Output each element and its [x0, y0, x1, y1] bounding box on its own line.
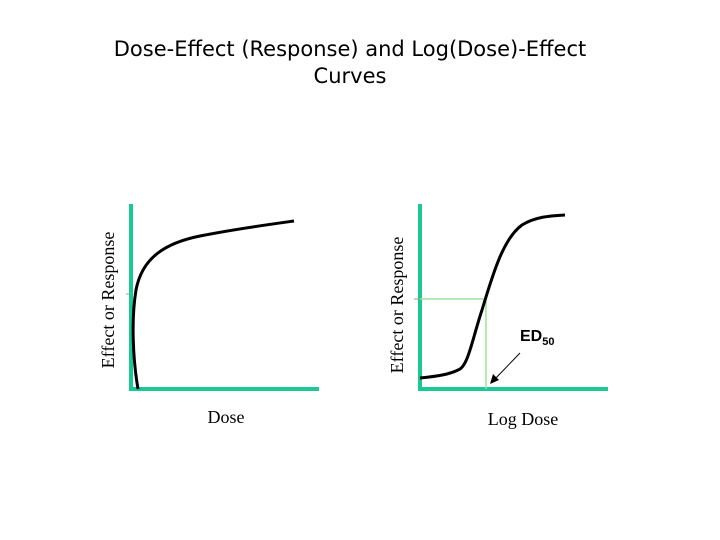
left-x-axis-label: Dose [208, 407, 245, 427]
log-dose-effect-curve [419, 213, 566, 380]
title-line-1: Dose-Effect (Response) and Log(Dose)-Eff… [113, 37, 587, 61]
title-line-2: Curves [313, 64, 387, 88]
log-dose-effect-plot: Effect or Response Log Dose ED50 [387, 204, 608, 429]
ed50-arrow-shaft [493, 352, 521, 381]
dose-effect-curve [131, 219, 295, 390]
left-y-axis-label: Effect or Response [98, 232, 118, 369]
ed50-label: ED50 [520, 328, 554, 348]
right-y-axis-label: Effect or Response [387, 237, 407, 374]
ed50-label-subscript: 50 [542, 336, 554, 348]
ed50-arrow-head [490, 374, 499, 384]
right-x-axis-label: Log Dose [488, 409, 559, 429]
ed50-label-main: ED [520, 328, 542, 345]
dose-effect-plot: Effect or Response Dose [98, 204, 319, 427]
slide-title: Dose-Effect (Response) and Log(Dose)-Eff… [60, 36, 640, 90]
